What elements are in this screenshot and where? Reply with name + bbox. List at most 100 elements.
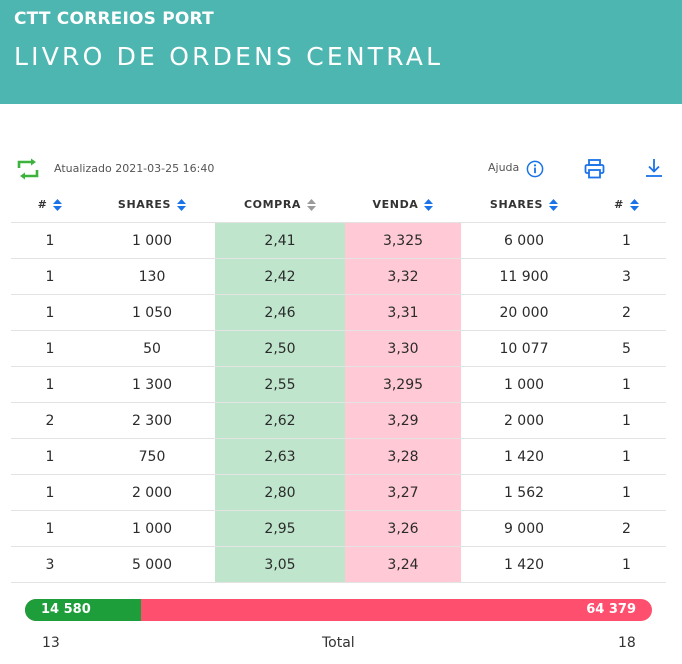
sell-orders-cell: 2	[587, 294, 666, 331]
table-row: 1 750 2,63 3,28 1 420 1	[11, 438, 666, 475]
sell-price-cell: 3,30	[345, 330, 461, 367]
sell-orders-cell: 5	[587, 330, 666, 367]
table-header-row: # SHARES COMPRA VENDA SHARES #	[11, 186, 666, 223]
table-row: 1 130 2,42 3,32 11 900 3	[11, 258, 666, 295]
sell-price-cell: 3,31	[345, 294, 461, 331]
buy-price-cell: 2,50	[215, 330, 345, 367]
total-label: Total	[322, 635, 355, 651]
sell-orders-total: 18	[618, 635, 636, 651]
sell-orders-cell: 3	[587, 258, 666, 295]
sell-shares-cell: 1 420	[461, 438, 587, 475]
buy-price-cell: 2,55	[215, 366, 345, 403]
buy-shares-cell: 5 000	[89, 546, 215, 583]
column-header-buy-orders[interactable]: #	[11, 186, 89, 223]
sell-price-cell: 3,27	[345, 474, 461, 511]
column-header-sell-price[interactable]: VENDA	[345, 186, 461, 223]
buy-price-cell: 2,42	[215, 258, 345, 295]
sell-shares-cell: 20 000	[461, 294, 587, 331]
sell-shares-cell: 6 000	[461, 222, 587, 259]
sell-shares-cell: 1 000	[461, 366, 587, 403]
buy-shares-cell: 1 050	[89, 294, 215, 331]
sell-price-cell: 3,325	[345, 222, 461, 259]
buy-shares-cell: 2 300	[89, 402, 215, 439]
sell-shares-cell: 1 420	[461, 546, 587, 583]
buy-price-cell: 3,05	[215, 546, 345, 583]
sell-price-cell: 3,28	[345, 438, 461, 475]
buy-volume-total: 14 580	[41, 602, 91, 617]
sell-shares-cell: 1 562	[461, 474, 587, 511]
column-header-sell-shares[interactable]: SHARES	[461, 186, 587, 223]
column-header-buy-shares[interactable]: SHARES	[89, 186, 215, 223]
buy-shares-cell: 50	[89, 330, 215, 367]
sell-price-cell: 3,29	[345, 402, 461, 439]
sort-icon[interactable]	[549, 198, 559, 211]
buy-price-cell: 2,63	[215, 438, 345, 475]
sell-price-cell: 3,32	[345, 258, 461, 295]
sort-icon[interactable]	[307, 198, 316, 211]
refresh-icon[interactable]	[16, 158, 40, 180]
sort-icon[interactable]	[177, 198, 187, 211]
buy-orders-cell: 3	[11, 546, 89, 583]
buy-orders-cell: 1	[11, 222, 89, 259]
buy-orders-cell: 1	[11, 474, 89, 511]
buy-orders-cell: 1	[11, 510, 89, 547]
buy-shares-cell: 1 000	[89, 510, 215, 547]
buy-shares-cell: 750	[89, 438, 215, 475]
sell-shares-cell: 9 000	[461, 510, 587, 547]
sell-shares-cell: 2 000	[461, 402, 587, 439]
sell-shares-cell: 10 077	[461, 330, 587, 367]
column-header-sell-orders[interactable]: #	[587, 186, 666, 223]
sell-price-cell: 3,24	[345, 546, 461, 583]
buy-price-cell: 2,95	[215, 510, 345, 547]
sell-orders-cell: 2	[587, 510, 666, 547]
buy-orders-cell: 1	[11, 366, 89, 403]
sell-orders-cell: 1	[587, 438, 666, 475]
sell-orders-cell: 1	[587, 546, 666, 583]
company-name: CTT CORREIOS PORT	[14, 9, 214, 29]
column-header-buy-price[interactable]: COMPRA	[215, 186, 345, 223]
table-row: 1 50 2,50 3,30 10 077 5	[11, 330, 666, 367]
buy-volume-fill	[25, 599, 141, 621]
buy-price-cell: 2,62	[215, 402, 345, 439]
print-icon[interactable]	[584, 159, 605, 179]
help-label[interactable]: Ajuda	[488, 161, 520, 174]
sell-price-cell: 3,26	[345, 510, 461, 547]
buy-orders-cell: 1	[11, 294, 89, 331]
sell-orders-cell: 1	[587, 402, 666, 439]
sort-icon[interactable]	[629, 198, 639, 211]
sell-orders-cell: 1	[587, 366, 666, 403]
buy-price-cell: 2,80	[215, 474, 345, 511]
sell-shares-cell: 11 900	[461, 258, 587, 295]
updated-timestamp: Atualizado 2021-03-25 16:40	[54, 162, 215, 175]
buy-orders-cell: 1	[11, 258, 89, 295]
sort-icon[interactable]	[424, 198, 434, 211]
buy-price-cell: 2,41	[215, 222, 345, 259]
download-icon[interactable]	[644, 158, 664, 178]
help-icon[interactable]	[526, 160, 544, 178]
buy-shares-cell: 1 000	[89, 222, 215, 259]
buy-shares-cell: 130	[89, 258, 215, 295]
volume-bar: 14 580 64 379	[25, 599, 652, 621]
sell-orders-cell: 1	[587, 222, 666, 259]
page-header: CTT CORREIOS PORT LIVRO DE ORDENS CENTRA…	[0, 0, 682, 104]
buy-shares-cell: 2 000	[89, 474, 215, 511]
buy-orders-total: 13	[42, 635, 60, 651]
buy-orders-cell: 1	[11, 438, 89, 475]
sort-icon[interactable]	[53, 198, 63, 211]
buy-shares-cell: 1 300	[89, 366, 215, 403]
buy-price-cell: 2,46	[215, 294, 345, 331]
buy-orders-cell: 2	[11, 402, 89, 439]
sell-orders-cell: 1	[587, 474, 666, 511]
sell-price-cell: 3,295	[345, 366, 461, 403]
sell-volume-total: 64 379	[586, 602, 636, 617]
page-title: LIVRO DE ORDENS CENTRAL	[14, 42, 444, 71]
